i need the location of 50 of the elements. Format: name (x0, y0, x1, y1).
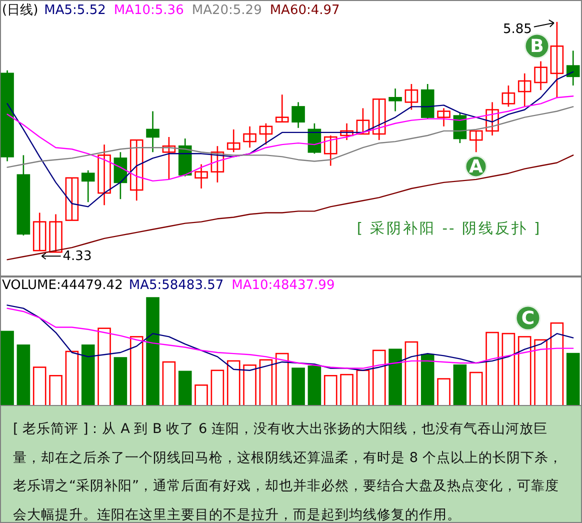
bar (81, 344, 95, 407)
bar (308, 366, 322, 407)
text: MA10:5.36 (114, 3, 184, 18)
chart-title: (日线) (2, 3, 38, 18)
bar (324, 375, 338, 407)
bar (243, 364, 256, 407)
bar (420, 354, 434, 407)
bar (372, 350, 386, 407)
text: MA20:5.29 (192, 3, 262, 18)
bar (259, 359, 273, 407)
bar (49, 375, 62, 407)
bar (518, 336, 532, 407)
text: MA5:5.52 (44, 3, 106, 18)
bar (114, 357, 128, 407)
bar (194, 384, 208, 407)
bar (210, 370, 224, 407)
bar (0, 330, 14, 407)
bar (404, 341, 418, 407)
bar (32, 366, 46, 407)
bar (226, 360, 240, 407)
bar (178, 370, 192, 407)
annotation: C (521, 308, 535, 329)
annotation: 4.33 (62, 249, 92, 264)
chart-title: VOLUME:44479.42 (2, 278, 123, 293)
annotation: A (469, 156, 484, 178)
bar (356, 370, 370, 407)
bar (550, 322, 564, 407)
text: MA60:4.97 (270, 3, 340, 18)
bar (340, 374, 354, 407)
bar (388, 348, 402, 407)
bar (534, 339, 548, 407)
bar (469, 372, 483, 407)
bar (437, 378, 450, 407)
bar (486, 332, 499, 407)
text: [ 老乐简评 ]：从 A 到 B 收了 6 连阳，没有收大出张扬的大阳线，也没有气吞山河放巨量，却在之后杀了一个阴线回马枪，这根阴线还算温柔，有时是 8 个点以上的长阴下杀，老乐谓之“采阴补阳”，通常后面有好戏，却也并非必然，要结合大盘及热点变化，可靠度会大幅提升。连阳在这里主要目的不是拉升，而是起到均线修复的作用。 (0, 405, 582, 523)
bar (162, 361, 176, 407)
bar (566, 352, 580, 407)
annotation: [ 采阴补阳 -- 阴线反扑 ] (356, 220, 542, 237)
text: MA5:58483.57 (128, 278, 224, 293)
bar (16, 344, 30, 407)
bar (98, 328, 111, 407)
bar (65, 350, 79, 407)
bar (275, 352, 289, 407)
bar (502, 332, 516, 407)
bar (130, 336, 144, 407)
bar (146, 297, 160, 407)
bar (292, 368, 305, 407)
annotation: B (530, 36, 544, 57)
bar (453, 364, 467, 407)
text: MA10:48437.99 (232, 278, 335, 293)
